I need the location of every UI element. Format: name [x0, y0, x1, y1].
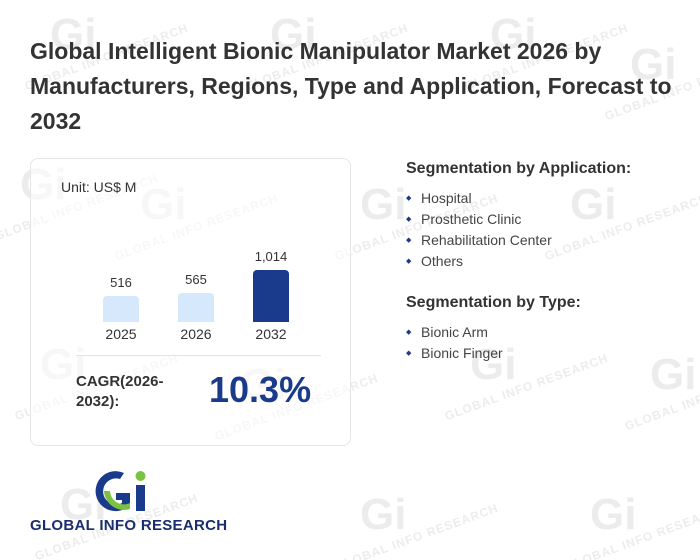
market-size-card: Unit: US$ M 516 2025 565 2026 1,014 2032 CAGR…	[30, 158, 351, 446]
bar-2032	[253, 270, 289, 322]
cagr-label: CAGR(2026-2032):	[76, 373, 164, 410]
application-item: Prosthetic Clinic	[406, 209, 631, 230]
segmentation-type-heading: Segmentation by Type:	[406, 294, 581, 311]
application-item: Hospital	[406, 188, 631, 209]
logo-mark-icon	[95, 471, 146, 512]
cagr-value: 10.3%	[209, 369, 312, 410]
bar-2026	[178, 293, 214, 322]
type-item: Bionic Finger	[406, 343, 581, 364]
segmentation-application-heading: Segmentation by Application:	[406, 160, 632, 177]
unit-label: Unit: US$ M	[61, 179, 137, 195]
type-list: Bionic ArmBionic Finger	[406, 322, 581, 364]
bar-value-label: 516	[110, 275, 132, 290]
x-tick-label: 2026	[180, 326, 212, 342]
application-list: HospitalProsthetic ClinicRehabilitation …	[406, 188, 631, 272]
page-title: Global Intelligent Bionic Manipulator Ma…	[30, 38, 672, 134]
company-logo: GLOBAL INFO RESEARCH	[30, 465, 240, 540]
divider	[76, 355, 321, 356]
bar-value-label: 565	[185, 272, 207, 287]
x-tick-label: 2032	[255, 326, 287, 342]
segmentation-application: Segmentation by Application: HospitalPro…	[406, 160, 631, 272]
application-item: Rehabilitation Center	[406, 230, 631, 251]
bar-value-label: 1,014	[254, 249, 288, 264]
logo-text: GLOBAL INFO RESEARCH	[30, 517, 228, 534]
bar-2025	[103, 296, 139, 322]
x-tick-label: 2025	[105, 326, 137, 342]
segmentation-type: Segmentation by Type: Bionic ArmBionic F…	[406, 294, 581, 364]
application-item: Others	[406, 251, 631, 272]
type-item: Bionic Arm	[406, 322, 581, 343]
